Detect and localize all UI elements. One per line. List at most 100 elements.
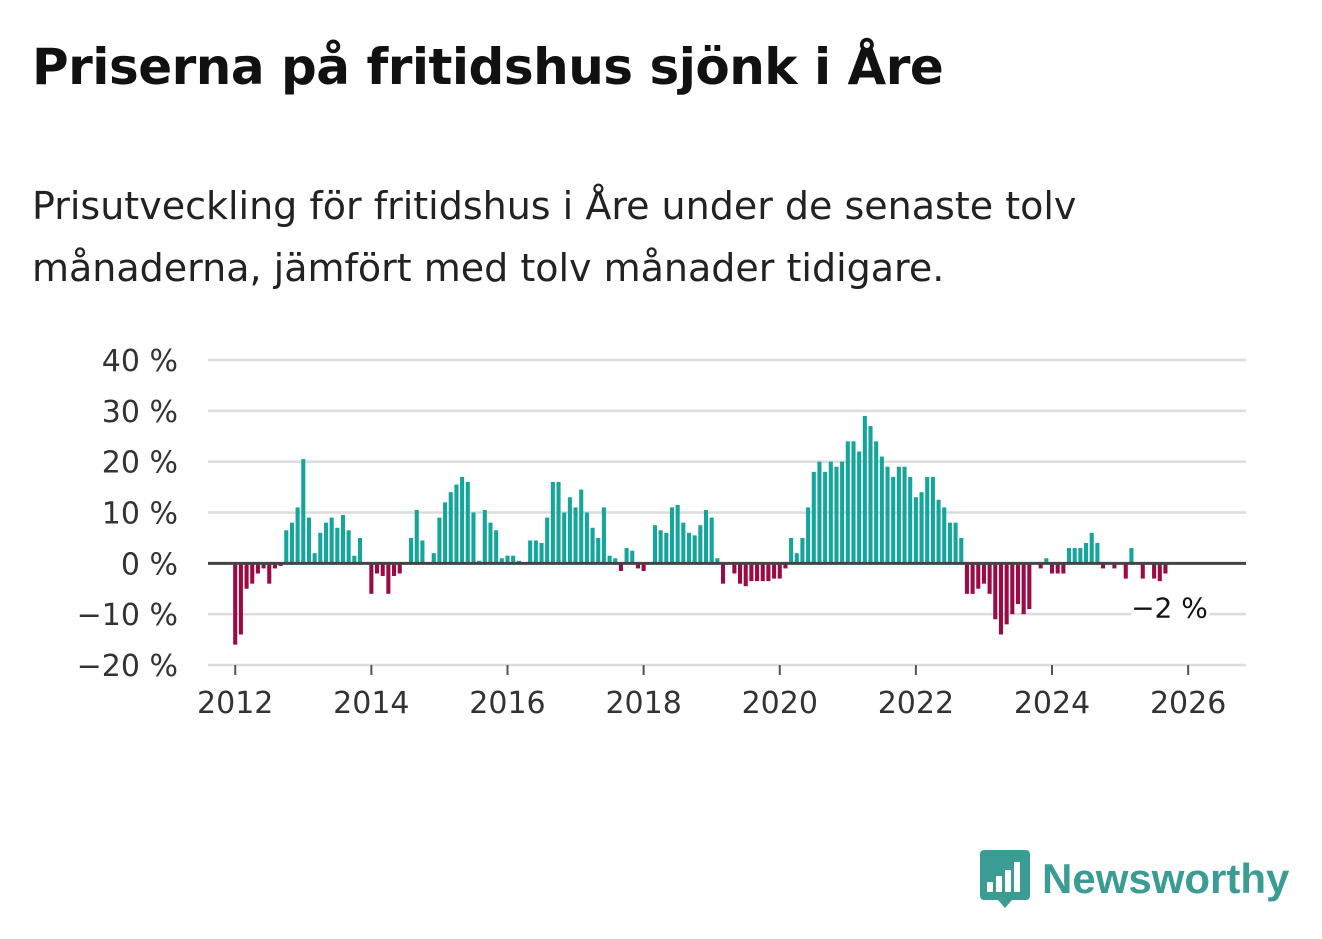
bar: [772, 563, 777, 579]
y-tick-label: 30 %: [102, 395, 178, 430]
bar: [545, 517, 550, 564]
x-tick-label: 2012: [197, 686, 273, 721]
x-tick-label: 2016: [469, 686, 545, 721]
bar: [573, 507, 578, 564]
bar: [448, 492, 453, 564]
bar: [959, 537, 964, 564]
bar: [885, 466, 890, 564]
bar: [828, 461, 833, 564]
bar: [925, 476, 930, 564]
bar: [465, 482, 470, 564]
x-tick-label: 2020: [742, 686, 818, 721]
bar: [720, 563, 726, 584]
x-tick-label: 2018: [605, 686, 681, 721]
bar: [743, 563, 748, 587]
bar: [664, 532, 669, 564]
bar: [482, 509, 487, 564]
bar: [494, 530, 499, 564]
bar: [386, 563, 391, 594]
bar: [692, 535, 697, 564]
bar: [755, 563, 760, 582]
bar: [397, 563, 402, 574]
bar: [340, 515, 346, 564]
bar: [652, 525, 658, 564]
bar: [380, 563, 385, 577]
bar: [1078, 548, 1083, 564]
bar: [567, 497, 572, 564]
bar: [369, 563, 374, 594]
bar: [488, 522, 493, 564]
bar: [732, 563, 737, 574]
bar: [669, 507, 675, 564]
page-title: Priserna på fritidshus sjönk i Åre: [32, 38, 944, 96]
bar: [998, 563, 1004, 635]
bar: [902, 466, 907, 564]
bar: [709, 517, 714, 564]
bar: [352, 555, 357, 564]
bar: [1101, 563, 1106, 569]
bar: [618, 563, 623, 571]
bar: [630, 550, 635, 564]
bar: [323, 522, 329, 564]
bar: [392, 563, 397, 577]
bar: [953, 522, 958, 564]
bar: [1072, 548, 1077, 564]
bar: [289, 522, 294, 564]
bar: [1129, 548, 1134, 564]
bar: [1163, 563, 1168, 574]
bar: [255, 563, 260, 574]
bar: [312, 553, 317, 564]
bar: [919, 492, 924, 564]
bar: [930, 476, 935, 564]
bar: [794, 553, 799, 564]
bar: [1157, 563, 1162, 582]
bar: [1027, 563, 1032, 610]
bar: [738, 563, 743, 584]
bar: [590, 527, 595, 564]
bar: [811, 471, 816, 564]
bar: [613, 558, 618, 564]
bar-chart: 40 %30 %20 %10 %0 %−10 %−20 % 2012 2014 20…: [77, 344, 1246, 721]
bar: [817, 461, 822, 564]
bar: [607, 555, 612, 564]
bar: [987, 563, 992, 594]
bar: [845, 441, 850, 564]
bar: [1049, 563, 1055, 574]
bar: [942, 507, 947, 564]
bar: [868, 426, 873, 564]
bar: [981, 563, 986, 584]
bar: [1140, 563, 1145, 579]
bar: [284, 530, 289, 564]
x-axis-ticks: 2012 2014 2016 2018 2020 2022 2024 2026: [197, 665, 1226, 721]
bar: [1123, 563, 1128, 579]
newsworthy-logo: Newsworthy: [980, 850, 1289, 908]
bar: [715, 558, 720, 564]
bar: [783, 563, 788, 569]
bar: [499, 558, 504, 564]
bar: [301, 459, 306, 564]
grid-lines: [208, 358, 1246, 667]
bar: [857, 451, 862, 564]
y-tick-label: −20 %: [77, 649, 178, 684]
bar: [823, 471, 828, 564]
bar: [550, 482, 555, 564]
bar: [1004, 563, 1009, 625]
bar: [874, 441, 879, 564]
bar: [1152, 563, 1157, 579]
bar: [681, 522, 686, 564]
bar: [295, 507, 300, 564]
bar: [896, 466, 901, 564]
bar: [658, 530, 663, 564]
bar: [976, 563, 981, 589]
bar: [414, 509, 419, 564]
bar: [318, 532, 323, 564]
brand-name: Newsworthy: [1042, 855, 1290, 902]
bar: [454, 484, 459, 564]
annotation-group: −2 %: [1131, 589, 1210, 628]
bar: [840, 461, 845, 564]
bar: [635, 563, 640, 569]
bar: [913, 497, 918, 564]
bar: [1015, 563, 1021, 604]
bar: [306, 517, 312, 564]
bar: [1095, 543, 1100, 564]
